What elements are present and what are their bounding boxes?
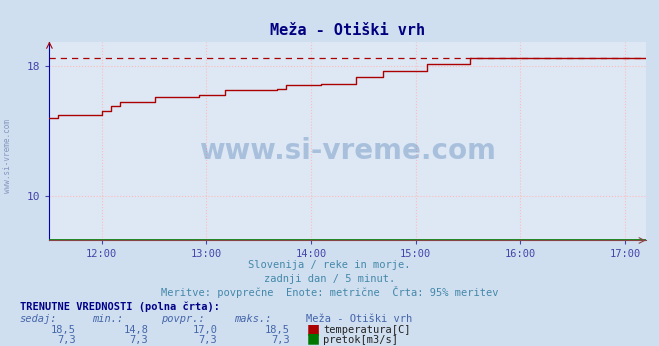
Text: zadnji dan / 5 minut.: zadnji dan / 5 minut. <box>264 274 395 284</box>
Text: sedaj:: sedaj: <box>20 315 57 325</box>
Text: 7,3: 7,3 <box>57 335 76 345</box>
Text: min.:: min.: <box>92 315 123 325</box>
Text: 17,0: 17,0 <box>192 325 217 335</box>
Title: Meža - Otiški vrh: Meža - Otiški vrh <box>270 22 425 38</box>
Text: 7,3: 7,3 <box>272 335 290 345</box>
Text: 14,8: 14,8 <box>123 325 148 335</box>
Text: TRENUTNE VREDNOSTI (polna črta):: TRENUTNE VREDNOSTI (polna črta): <box>20 301 219 312</box>
Text: Meža - Otiški vrh: Meža - Otiški vrh <box>306 315 413 325</box>
Text: ■: ■ <box>306 331 320 346</box>
Text: Meritve: povprečne  Enote: metrične  Črta: 95% meritev: Meritve: povprečne Enote: metrične Črta:… <box>161 286 498 298</box>
Text: www.si-vreme.com: www.si-vreme.com <box>199 137 496 165</box>
Text: pretok[m3/s]: pretok[m3/s] <box>323 335 398 345</box>
Text: Slovenija / reke in morje.: Slovenija / reke in morje. <box>248 260 411 270</box>
Text: 18,5: 18,5 <box>51 325 76 335</box>
Text: maks.:: maks.: <box>234 315 272 325</box>
Text: povpr.:: povpr.: <box>161 315 205 325</box>
Text: temperatura[C]: temperatura[C] <box>323 325 411 335</box>
Text: ■: ■ <box>306 322 320 336</box>
Text: 7,3: 7,3 <box>130 335 148 345</box>
Text: www.si-vreme.com: www.si-vreme.com <box>3 119 13 193</box>
Text: 7,3: 7,3 <box>199 335 217 345</box>
Text: 18,5: 18,5 <box>265 325 290 335</box>
